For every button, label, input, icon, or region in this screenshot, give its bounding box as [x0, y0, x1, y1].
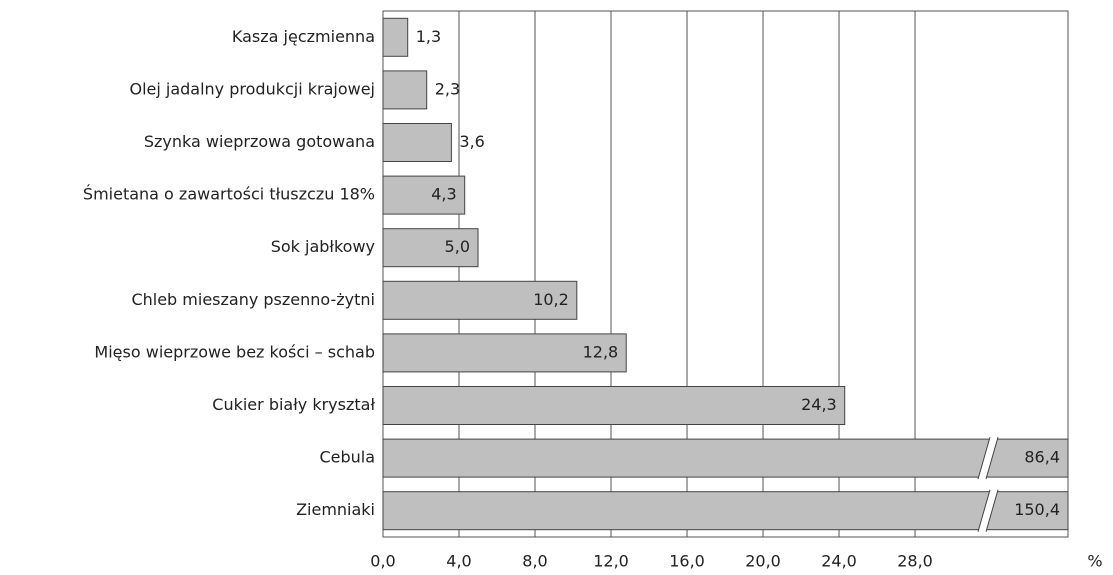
bar — [382, 123, 452, 162]
data-label: 150,4 — [1014, 500, 1060, 519]
x-tick-label: 0,0 — [370, 552, 395, 571]
y-tick-label: Szynka wieprzowa gotowana — [144, 132, 375, 151]
x-tick-label: 4,0 — [446, 552, 471, 571]
y-tick-label: Sok jabłkowy — [271, 237, 375, 256]
data-label: 1,3 — [416, 27, 441, 46]
data-label: 12,8 — [583, 342, 619, 361]
x-tick-label: 24,0 — [821, 552, 857, 571]
y-tick-label: Kasza jęczmienna — [232, 27, 375, 46]
bar — [382, 438, 1069, 478]
bar — [382, 175, 466, 215]
y-tick-label: Cukier biały kryształ — [212, 395, 375, 414]
y-tick-label: Śmietana o zawartości tłuszczu 18% — [83, 185, 375, 204]
bar — [382, 386, 846, 425]
axis-break-line — [985, 489, 999, 532]
data-label: 5,0 — [445, 237, 470, 256]
y-tick-label: Olej jadalny produkcji krajowej — [129, 79, 375, 98]
y-tick-label: Chleb mieszany pszenno-żytni — [131, 290, 375, 309]
x-tick-label: 8,0 — [522, 552, 547, 571]
data-label: 24,3 — [801, 395, 837, 414]
data-label: 3,6 — [459, 132, 484, 151]
bar — [382, 228, 479, 268]
data-label: 2,3 — [435, 79, 460, 98]
axis-break-line — [977, 489, 991, 532]
x-tick-label: 28,0 — [897, 552, 933, 571]
y-tick-label: Cebula — [319, 448, 375, 467]
axis-break — [978, 489, 998, 532]
plot-border — [382, 10, 1069, 538]
x-tick-label: 12,0 — [593, 552, 629, 571]
data-label: 86,4 — [1024, 448, 1060, 467]
y-tick-label: Mięso wieprzowe bez kości – schab — [94, 342, 375, 361]
bar — [382, 491, 1069, 531]
x-unit: % — [1087, 552, 1102, 571]
axis-break-line — [977, 436, 991, 480]
bar — [382, 280, 578, 320]
bar — [382, 70, 428, 110]
x-tick-label: 20,0 — [745, 552, 781, 571]
data-label: 4,3 — [431, 185, 456, 204]
y-tick-label: Ziemniaki — [296, 500, 375, 519]
bar — [382, 333, 627, 373]
data-label: 10,2 — [533, 290, 569, 309]
x-tick-label: 16,0 — [669, 552, 705, 571]
axis-break — [978, 437, 998, 480]
axis-break-line — [985, 436, 999, 480]
bar — [382, 17, 409, 57]
